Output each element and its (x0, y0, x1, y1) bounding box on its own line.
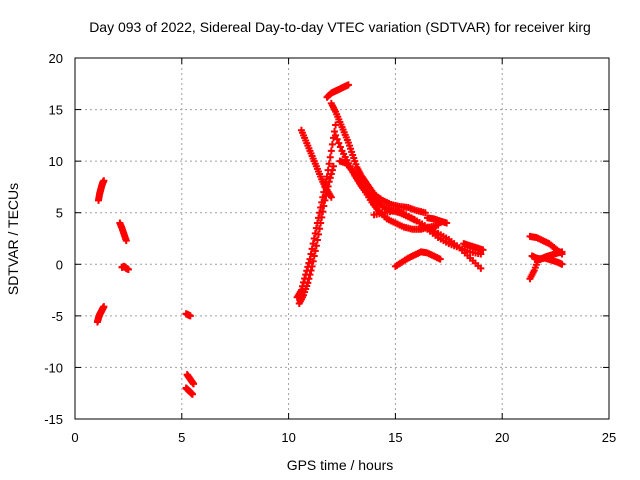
series-arc-21 (528, 248, 566, 263)
data-point (328, 166, 336, 174)
tick-marks (74, 57, 610, 420)
data-point (304, 279, 312, 287)
data-point (100, 303, 108, 311)
data-point (327, 147, 335, 155)
data-points (93, 81, 566, 398)
data-point (312, 242, 320, 250)
series-arc-10 (297, 126, 335, 201)
y-tick-label: 20 (49, 51, 63, 66)
data-point (335, 139, 343, 147)
data-point (124, 265, 132, 273)
series-arc-03 (116, 219, 130, 245)
data-point (186, 312, 194, 320)
y-tick-label: 15 (49, 103, 63, 118)
x-tick-label: 0 (71, 430, 78, 445)
series-arc-06 (183, 371, 198, 388)
y-tick-label: -15 (44, 412, 63, 427)
data-point (321, 196, 329, 204)
x-tick-label: 5 (178, 430, 185, 445)
series-arc-08 (293, 121, 340, 301)
data-point (305, 275, 313, 283)
data-point (325, 160, 333, 168)
data-point (190, 380, 198, 388)
data-point (333, 135, 341, 143)
data-point (331, 127, 339, 135)
series-arc-04 (118, 262, 132, 273)
y-tick-label: 0 (56, 257, 63, 272)
y-tick-labels: -15 -10 -5 0 5 10 15 20 (44, 51, 63, 427)
data-point (344, 81, 352, 89)
x-tick-labels: 0 5 10 15 20 25 (71, 430, 616, 445)
data-point (326, 174, 334, 182)
y-tick-label: 5 (56, 206, 63, 221)
series-arc-17 (423, 214, 451, 227)
data-point (477, 264, 485, 272)
data-point (558, 260, 566, 268)
series-arc-16 (391, 248, 444, 270)
data-point (327, 193, 335, 201)
data-point (122, 237, 130, 245)
data-point (328, 140, 336, 148)
series-arc-02 (93, 303, 108, 326)
data-point (188, 390, 196, 398)
series-arc-01 (94, 177, 108, 204)
chart-title: Day 093 of 2022, Sidereal Day-to-day VTE… (89, 19, 591, 35)
series-arc-05 (182, 310, 194, 320)
data-point (311, 247, 319, 255)
x-tick-label: 10 (281, 430, 295, 445)
data-point (325, 178, 333, 186)
series-arc-14 (336, 157, 442, 233)
data-point (326, 153, 334, 161)
data-point (318, 213, 326, 221)
data-point (310, 252, 318, 260)
data-point (436, 255, 444, 263)
y-axis-label: SDTVAR / TECUs (5, 183, 21, 295)
series-arc-11 (323, 81, 352, 101)
series-arc-13 (332, 131, 485, 258)
y-tick-label: -10 (44, 360, 63, 375)
x-tick-label: 25 (602, 430, 616, 445)
data-point (558, 248, 566, 256)
plot-frame (74, 57, 610, 420)
y-tick-label: -5 (51, 309, 63, 324)
series-arc-18 (460, 240, 487, 254)
grid-lines (75, 58, 609, 419)
data-point (307, 266, 315, 274)
data-point (306, 271, 314, 279)
series-arc-12 (327, 99, 429, 217)
data-point (309, 257, 317, 265)
x-tick-label: 15 (388, 430, 402, 445)
series-arc-15 (370, 207, 485, 272)
data-point (443, 219, 451, 227)
data-point (332, 131, 340, 139)
series-arc-09 (295, 162, 337, 307)
y-tick-label: 10 (49, 154, 63, 169)
data-point (479, 246, 487, 254)
data-point (308, 262, 316, 270)
data-point (316, 225, 324, 233)
series-arc-07 (182, 384, 196, 398)
data-point (319, 208, 327, 216)
data-point (313, 236, 321, 244)
data-point (320, 202, 328, 210)
data-point (100, 177, 108, 185)
x-axis-label: GPS time / hours (287, 457, 394, 473)
data-point (421, 209, 429, 217)
data-point (336, 143, 344, 151)
x-tick-label: 20 (495, 430, 509, 445)
data-point (327, 170, 335, 178)
data-point (317, 219, 325, 227)
data-point (329, 162, 337, 170)
data-point (315, 230, 323, 238)
